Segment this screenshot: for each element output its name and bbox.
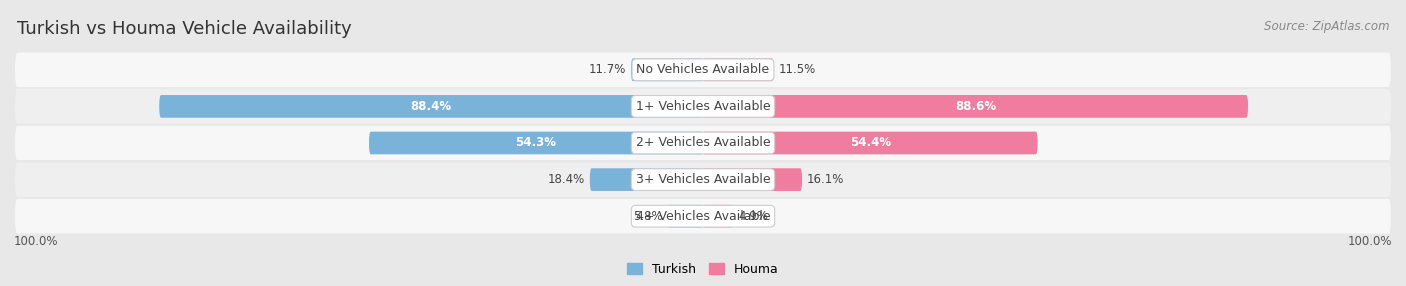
FancyBboxPatch shape	[703, 132, 1038, 154]
FancyBboxPatch shape	[591, 168, 703, 191]
Text: 54.3%: 54.3%	[516, 136, 557, 150]
FancyBboxPatch shape	[14, 125, 1392, 161]
Text: 11.5%: 11.5%	[779, 63, 815, 76]
FancyBboxPatch shape	[14, 161, 1392, 198]
FancyBboxPatch shape	[703, 58, 773, 81]
Text: Turkish vs Houma Vehicle Availability: Turkish vs Houma Vehicle Availability	[17, 20, 352, 38]
Text: 4+ Vehicles Available: 4+ Vehicles Available	[636, 210, 770, 223]
Text: 4.9%: 4.9%	[738, 210, 768, 223]
Text: 5.8%: 5.8%	[633, 210, 662, 223]
FancyBboxPatch shape	[703, 168, 801, 191]
FancyBboxPatch shape	[703, 95, 1249, 118]
FancyBboxPatch shape	[14, 198, 1392, 235]
Text: No Vehicles Available: No Vehicles Available	[637, 63, 769, 76]
Text: 54.4%: 54.4%	[849, 136, 891, 150]
FancyBboxPatch shape	[368, 132, 703, 154]
FancyBboxPatch shape	[14, 88, 1392, 125]
Text: 18.4%: 18.4%	[548, 173, 585, 186]
Text: 11.7%: 11.7%	[589, 63, 626, 76]
FancyBboxPatch shape	[631, 58, 703, 81]
Text: Source: ZipAtlas.com: Source: ZipAtlas.com	[1264, 20, 1389, 33]
Text: 100.0%: 100.0%	[14, 235, 59, 247]
Text: 16.1%: 16.1%	[807, 173, 845, 186]
Text: 88.6%: 88.6%	[955, 100, 995, 113]
Text: 100.0%: 100.0%	[1347, 235, 1392, 247]
FancyBboxPatch shape	[668, 205, 703, 228]
Text: 1+ Vehicles Available: 1+ Vehicles Available	[636, 100, 770, 113]
Text: 88.4%: 88.4%	[411, 100, 451, 113]
Text: 2+ Vehicles Available: 2+ Vehicles Available	[636, 136, 770, 150]
Legend: Turkish, Houma: Turkish, Houma	[624, 259, 782, 279]
FancyBboxPatch shape	[159, 95, 703, 118]
Text: 3+ Vehicles Available: 3+ Vehicles Available	[636, 173, 770, 186]
FancyBboxPatch shape	[703, 205, 733, 228]
FancyBboxPatch shape	[14, 51, 1392, 88]
